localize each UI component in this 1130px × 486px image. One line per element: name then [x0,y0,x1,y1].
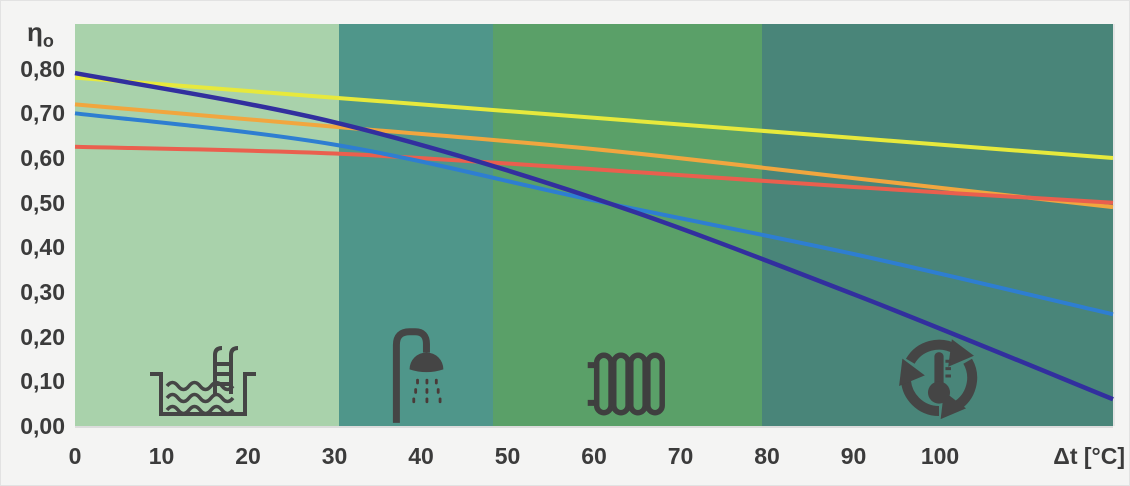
x-tick-label: 10 [148,443,175,469]
dark-blue-line [74,70,1114,402]
shower-pipe [396,332,426,423]
radiator-fin [631,355,645,412]
x-tick-label: 40 [408,443,434,469]
red-line [74,144,1114,205]
shower-drops [412,378,442,404]
x-tick-label: 20 [235,443,261,469]
eta-symbol: η [27,17,43,47]
swimming-pool-icon [147,342,259,420]
y-tick-label: 0,70 [20,100,65,127]
cycle-arrow [899,358,944,422]
radiator-fin [648,355,662,412]
y-tick-label: 0,60 [20,145,65,171]
line-series [74,70,1114,402]
heat-cycle-icon [899,339,985,422]
radiator-fin [614,355,628,412]
radiator-pipes [588,365,595,403]
y-tick-label: 0,40 [20,234,65,261]
pool-wave-2 [167,395,233,402]
swimming-pool-zone [75,24,339,426]
yellow-line [74,75,1114,160]
y-tick-label: 0,80 [20,55,65,82]
y-axis-title: ηo [27,17,54,52]
y-tick-label: 0,00 [20,413,65,439]
pool-wave-3 [167,407,233,414]
radiator-icon [587,349,671,419]
orange-line [74,102,1114,210]
cycle-arrow [910,339,974,367]
x-tick-label: 50 [494,443,521,469]
y-tick-label: 0,10 [20,368,65,395]
x-axis-title: Δt [°C] [1053,443,1125,469]
plot-area [74,24,1114,426]
shower-icon [387,325,444,425]
y-tick-label: 0,50 [20,189,65,216]
x-tick-label: 0 [68,443,82,469]
radiator-fin [597,355,611,412]
x-tick-label: 60 [581,443,607,469]
pool-ladder [215,348,238,394]
thermometer [927,352,951,404]
light-blue-line [74,111,1114,317]
pool-basin [150,374,256,414]
y-tick-label: 0,30 [20,279,65,305]
x-tick-label: 100 [920,443,960,469]
y-tick-label: 0,20 [20,323,65,350]
x-tick-label: 30 [321,443,348,469]
x-tick-label: 80 [754,443,780,469]
x-tick-label: 90 [840,443,867,469]
eta-subscript: o [42,31,54,52]
x-tick-label: 70 [667,443,694,469]
shower-head [409,352,444,373]
